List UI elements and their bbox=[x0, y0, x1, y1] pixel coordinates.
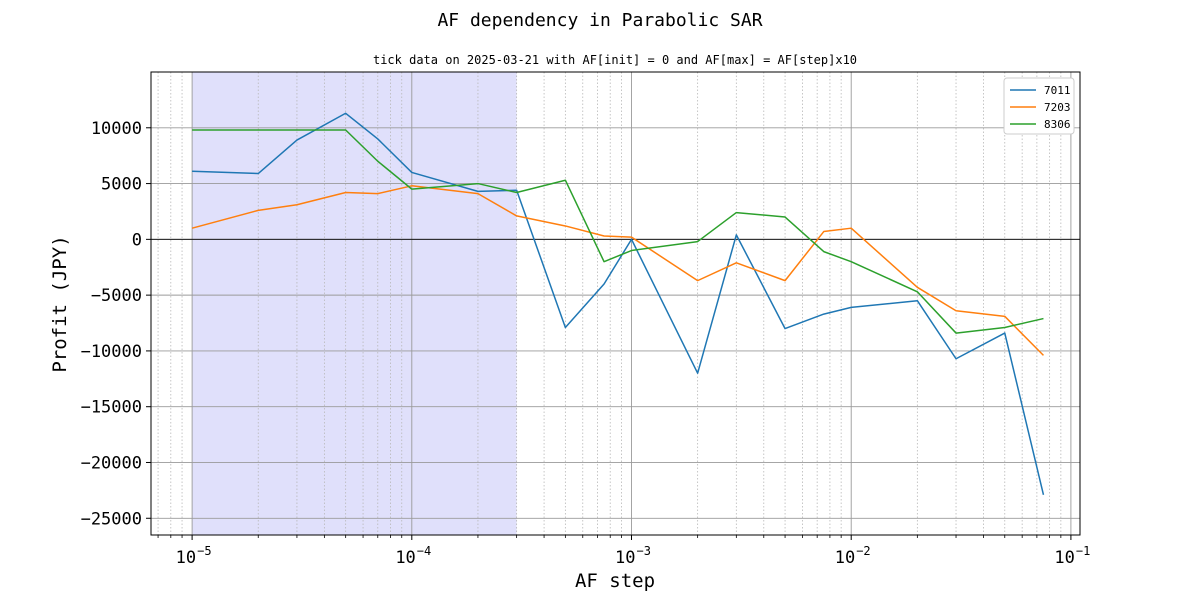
x-tick-label-exponent: −2 bbox=[856, 544, 870, 558]
highlight-span bbox=[192, 72, 517, 535]
x-tick-label-exponent: −1 bbox=[1076, 544, 1090, 558]
x-tick-label-exponent: −3 bbox=[637, 544, 651, 558]
series-lines bbox=[191, 112, 1045, 496]
major-gridlines bbox=[151, 72, 1080, 535]
legend-label-7011: 7011 bbox=[1044, 84, 1071, 97]
x-tick-label-base: 10 bbox=[395, 548, 415, 568]
x-tick-label-group: 10 −1 bbox=[1054, 544, 1090, 568]
series-line-8306 bbox=[192, 129, 1044, 334]
plot-frame bbox=[150, 71, 1081, 536]
x-tick-label-base: 10 bbox=[1054, 548, 1074, 568]
x-tick-label-exponent: −5 bbox=[197, 544, 211, 558]
x-tick-label-exponent: −4 bbox=[417, 544, 431, 558]
legend: 7011 7203 8306 bbox=[1003, 77, 1075, 135]
y-tick-label: −20000 bbox=[81, 453, 142, 473]
series-line-7011 bbox=[192, 112, 1045, 496]
y-axis-ticks: 10000 5000 0 −5000 −10000 −15000 −20000 −25000 bbox=[81, 119, 151, 529]
x-tick-label-group: 10 −3 bbox=[615, 544, 651, 568]
x-tick-label-group: 10 −5 bbox=[176, 544, 212, 568]
legend-label-7203: 7203 bbox=[1044, 101, 1071, 114]
y-tick-label: −25000 bbox=[81, 509, 142, 529]
y-tick-label: −5000 bbox=[91, 286, 142, 306]
legend-box bbox=[1003, 77, 1075, 135]
plot-frame-border bbox=[150, 71, 1081, 536]
y-axis-label: Profit (JPY) bbox=[49, 235, 71, 372]
y-tick-label: 0 bbox=[132, 230, 142, 250]
x-tick-label-base: 10 bbox=[615, 548, 635, 568]
chart-subtitle: tick data on 2025-03-21 with AF[init] = … bbox=[373, 53, 857, 67]
legend-label-8306: 8306 bbox=[1044, 118, 1071, 131]
x-tick-label-base: 10 bbox=[835, 548, 855, 568]
x-tick-label-base: 10 bbox=[176, 548, 196, 568]
y-tick-label: 10000 bbox=[91, 119, 142, 139]
series-line-7203 bbox=[191, 185, 1044, 356]
plot-background bbox=[151, 72, 1080, 535]
y-tick-label: 5000 bbox=[101, 175, 142, 195]
x-tick-label-group: 10 −4 bbox=[395, 544, 431, 568]
y-tick-label: −10000 bbox=[81, 342, 142, 362]
x-axis-label: AF step bbox=[575, 570, 655, 592]
x-tick-label-group: 10 −2 bbox=[835, 544, 871, 568]
x-axis-ticks: 10 −5 10 −4 10 −3 10 −2 10 −1 bbox=[157, 535, 1090, 568]
chart-title: AF dependency in Parabolic SAR bbox=[437, 10, 762, 31]
y-tick-label: −15000 bbox=[81, 398, 142, 418]
minor-gridlines bbox=[157, 72, 1062, 535]
